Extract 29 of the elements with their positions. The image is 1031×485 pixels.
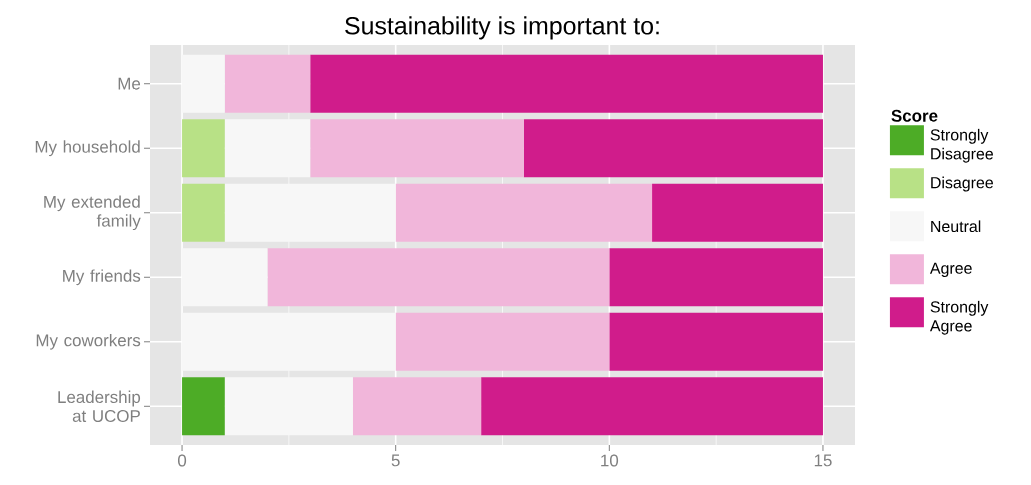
bar: [652, 183, 823, 242]
x-tick-label: 5: [391, 454, 400, 467]
bar: [224, 54, 311, 113]
x-tick-label: 10: [601, 454, 619, 467]
bar: [395, 183, 653, 242]
bar: [182, 183, 225, 242]
bar: [310, 119, 524, 178]
legend-label: Agree: [929, 262, 972, 278]
y-tick-label: My friends: [63, 269, 141, 286]
legend-title: Score: [891, 109, 938, 122]
legend-label: Disagree: [931, 176, 993, 192]
x-tick-label: 15: [814, 454, 832, 467]
legend-label: Strongly Disagree: [930, 128, 993, 163]
x-tick-label: 0: [177, 454, 187, 467]
bar: [182, 119, 225, 178]
bar: [609, 312, 823, 371]
y-tick-label: My coworkers: [36, 333, 141, 350]
y-tick-label: Leadership at UCOP: [58, 390, 141, 422]
y-tick-label: My extended family: [44, 195, 141, 231]
y-tick-label: Me: [118, 77, 141, 90]
chart-title: Sustainability is important to:: [345, 16, 659, 40]
bar: [310, 54, 823, 113]
legend-label: Strongly Agree: [929, 300, 989, 335]
bar: [609, 248, 823, 307]
bar: [523, 119, 823, 178]
bar: [267, 248, 610, 307]
y-tick-label: My household: [35, 140, 140, 157]
bar: [481, 377, 823, 436]
legend-label: Neutral: [931, 220, 981, 233]
